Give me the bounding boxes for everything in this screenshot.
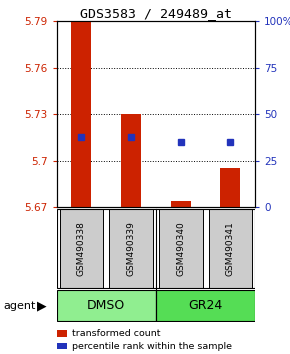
Bar [171,201,191,207]
Bar [109,209,153,288]
Text: ▶: ▶ [37,299,47,312]
Bar [209,209,252,288]
Text: DMSO: DMSO [87,299,125,312]
Bar [57,290,156,321]
Text: GSM490341: GSM490341 [226,221,235,275]
Text: transformed count: transformed count [72,329,161,338]
Bar [156,290,255,321]
Text: agent: agent [3,301,35,311]
Bar [220,169,240,207]
Title: GDS3583 / 249489_at: GDS3583 / 249489_at [80,7,232,20]
Bar [71,21,91,207]
Bar [159,209,202,288]
Text: GR24: GR24 [188,299,223,312]
Text: GSM490339: GSM490339 [126,221,135,276]
Bar [59,209,103,288]
Bar [121,114,141,207]
Text: GSM490340: GSM490340 [176,221,185,275]
Text: GSM490338: GSM490338 [77,221,86,276]
Text: percentile rank within the sample: percentile rank within the sample [72,342,233,351]
